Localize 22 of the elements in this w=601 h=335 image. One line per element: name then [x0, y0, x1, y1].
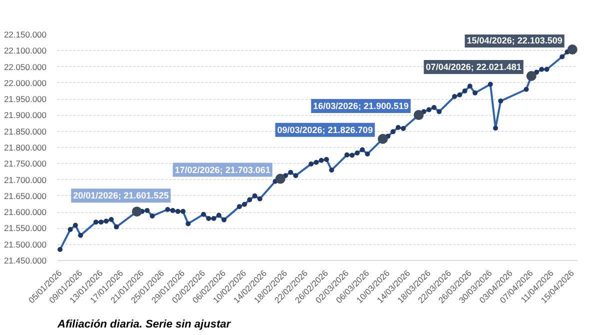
- annotation: 20/01/2026; 21.601.525: [73, 190, 169, 201]
- y-tick-label: 21.650.000: [4, 190, 47, 201]
- y-tick-label: 21.850.000: [4, 126, 47, 136]
- y-tick-label: 21.550.000: [4, 223, 47, 234]
- y-tick-label: 21.800.000: [4, 142, 47, 152]
- y-tick-label: 22.150.000: [4, 30, 47, 40]
- y-tick-label: 21.500.000: [4, 239, 47, 250]
- y-tick-label: 21.900.000: [4, 110, 47, 120]
- y-tick-label: 21.600.000: [4, 207, 47, 218]
- y-tick-label: 22.050.000: [4, 62, 47, 72]
- y-tick-label: 21.700.000: [4, 174, 47, 185]
- annotation: 16/03/2026; 21.900.519: [313, 101, 409, 112]
- annotation: 15/04/2026; 22.103.509: [466, 36, 562, 46]
- y-tick-label: 21.950.000: [4, 94, 47, 104]
- y-tick-label: 22.100.000: [4, 46, 47, 56]
- annotation: 07/04/2026; 22.021.481: [426, 62, 522, 72]
- y-tick-label: 21.750.000: [4, 158, 47, 169]
- y-tick-label: 21.450.000: [4, 256, 47, 266]
- y-tick-label: 22.000.000: [4, 78, 47, 88]
- annotation: 09/03/2026; 21.826.709: [277, 124, 373, 135]
- annotation: 17/02/2026; 21.703.061: [174, 164, 270, 175]
- text: Afiliación diaria. Serie sin ajustar: [56, 318, 232, 330]
